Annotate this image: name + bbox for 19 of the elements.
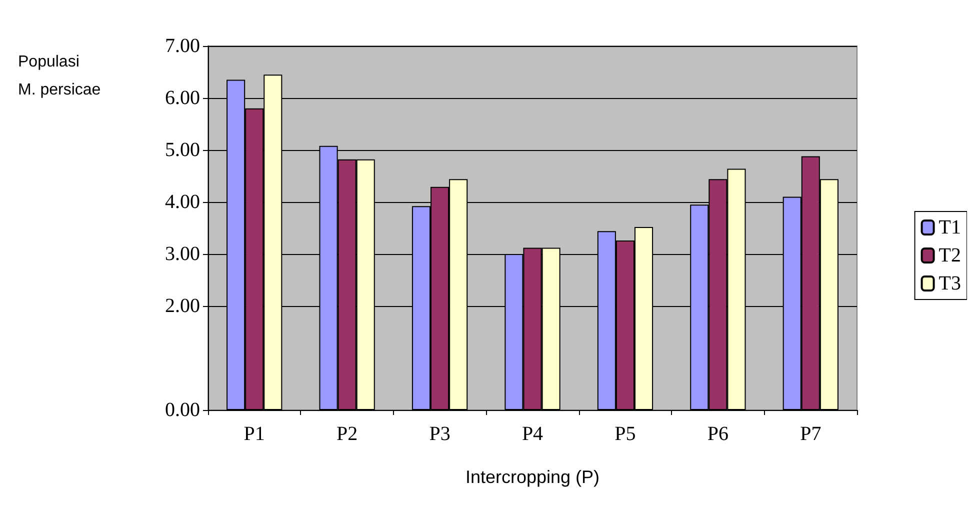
y-tick-label: 5.00 [165, 139, 200, 161]
y-tick-label: 6.00 [165, 87, 200, 109]
y-axis-title: Populasi M. persicae [18, 54, 101, 98]
legend-label: T1 [938, 216, 961, 238]
x-tick-label: P6 [707, 423, 728, 445]
x-tick-label: P2 [336, 423, 358, 445]
x-tick-label: P7 [800, 423, 822, 445]
legend-label: T3 [938, 272, 961, 294]
x-tick-label: P5 [614, 423, 636, 445]
y-tick-label: 3.00 [165, 243, 200, 265]
legend-label: T2 [938, 244, 961, 266]
y-tick-label: 2.00 [165, 295, 200, 317]
x-axis-title: Intercropping (P) [465, 467, 600, 487]
x-tick-label: P4 [522, 423, 544, 445]
y-tick-label: 7.00 [165, 35, 200, 57]
x-tick-label: P3 [429, 423, 450, 445]
y-tick-label: 4.00 [165, 191, 200, 213]
y-tick-label: 0.00 [165, 399, 200, 421]
x-tick-label: P1 [244, 423, 265, 445]
